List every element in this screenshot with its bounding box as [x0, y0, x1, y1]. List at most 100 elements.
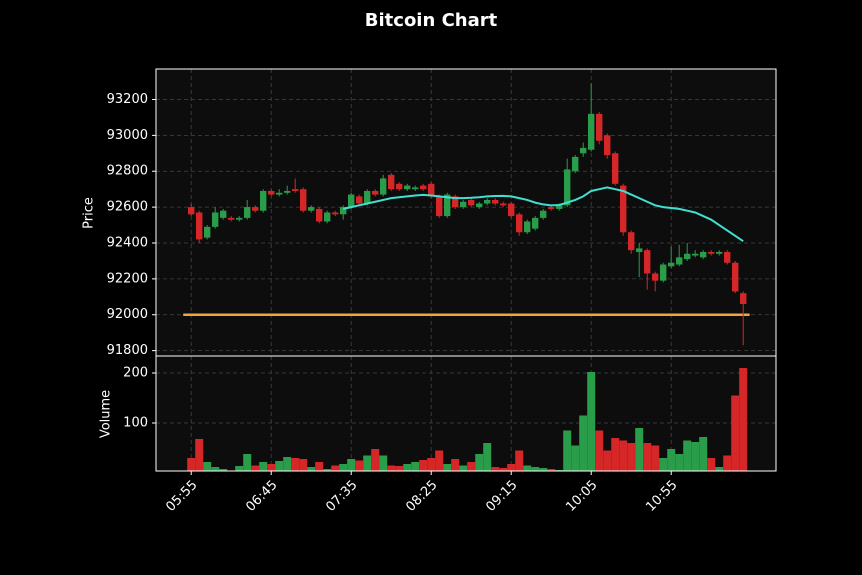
volume-bar	[515, 450, 524, 471]
candle-body	[636, 248, 643, 252]
candle-body	[236, 217, 243, 220]
volume-bar	[571, 445, 580, 471]
candle-body	[692, 253, 699, 256]
volume-bar	[219, 469, 228, 471]
volume-bar	[339, 464, 348, 471]
volume-bar	[275, 461, 284, 471]
volume-bar	[243, 454, 252, 471]
y-tick-label: 92400	[107, 235, 148, 250]
volume-bar	[387, 465, 396, 471]
candle-body	[620, 185, 627, 233]
candle-body	[188, 207, 195, 215]
volume-bar	[579, 415, 588, 471]
candle-body	[276, 192, 283, 195]
volume-bar	[379, 455, 388, 471]
candle-body	[676, 257, 683, 265]
y-tick-label: 93000	[107, 128, 148, 143]
volume-bar	[235, 466, 244, 471]
candle-body	[556, 205, 563, 209]
volume-bar	[723, 455, 732, 471]
candle-body	[524, 221, 531, 233]
candle-body	[644, 250, 651, 274]
candle-body	[324, 212, 331, 222]
volume-bar	[643, 443, 652, 471]
volume-bar	[539, 468, 548, 471]
volume-bar	[283, 457, 292, 471]
candle-body	[444, 194, 451, 217]
candle-body	[412, 187, 419, 190]
volume-bar	[315, 462, 324, 471]
candle-body	[372, 190, 379, 195]
candle-body	[660, 264, 667, 281]
volume-bar	[331, 465, 340, 471]
volume-bar	[731, 395, 740, 471]
volume-bar	[435, 450, 444, 471]
candle-body	[476, 203, 483, 208]
candle-body	[308, 207, 315, 211]
candle-body	[508, 203, 515, 217]
candle-body	[668, 262, 675, 267]
volume-bar	[531, 467, 540, 471]
candle-body	[196, 212, 203, 240]
candle-body	[580, 147, 587, 154]
candle-body	[500, 203, 507, 206]
candle-body	[492, 199, 499, 204]
candle-body	[612, 153, 619, 184]
candle-body	[628, 232, 635, 251]
volume-bar	[475, 454, 484, 471]
volume-bar	[523, 465, 532, 471]
candle-body	[228, 217, 235, 220]
candle-body	[572, 156, 579, 172]
volume-bar	[683, 440, 692, 471]
price-panel	[156, 69, 776, 356]
candle-body	[244, 207, 251, 218]
candle-body	[220, 210, 227, 218]
volume-bar	[715, 467, 724, 471]
volume-bar	[659, 458, 668, 471]
volume-bar	[547, 469, 556, 471]
y-tick-label: 91800	[107, 343, 148, 358]
candle-body	[204, 226, 211, 238]
volume-bar	[603, 450, 612, 471]
volume-bar	[499, 468, 508, 471]
candle-body	[404, 185, 411, 190]
candle-body	[388, 174, 395, 190]
volume-bar	[595, 430, 604, 471]
volume-bar	[427, 458, 436, 471]
volume-bar	[699, 437, 708, 471]
volume-bar	[187, 458, 196, 471]
volume-bar	[611, 438, 620, 471]
candle-body	[284, 190, 291, 193]
volume-bar	[483, 443, 492, 471]
candle-body	[700, 251, 707, 258]
volume-bar	[675, 454, 684, 471]
y-tick-label: 92600	[107, 200, 148, 215]
candle-body	[460, 201, 467, 208]
candle-body	[348, 194, 355, 208]
candle-body	[212, 212, 219, 227]
candle-body	[380, 178, 387, 195]
volume-bar	[363, 455, 372, 471]
y-tick-label: 93200	[107, 92, 148, 107]
volume-axis-label: Volume	[99, 390, 114, 438]
volume-bar	[259, 462, 268, 471]
volume-bar	[667, 449, 676, 471]
candle-body	[420, 185, 427, 190]
volume-bar	[507, 464, 516, 471]
volume-bar	[395, 466, 404, 471]
candle-body	[716, 251, 723, 254]
candle-body	[532, 217, 539, 229]
volume-bar	[563, 430, 572, 471]
volume-bar	[707, 458, 716, 471]
y-tick-label: 100	[123, 416, 148, 431]
candle-body	[484, 199, 491, 204]
candle-body	[252, 207, 259, 211]
volume-bar	[443, 464, 452, 471]
candle-body	[732, 262, 739, 292]
candle-body	[596, 113, 603, 141]
candle-body	[260, 190, 267, 211]
candle-body	[564, 169, 571, 206]
candle-body	[356, 196, 363, 204]
candle-body	[396, 183, 403, 190]
